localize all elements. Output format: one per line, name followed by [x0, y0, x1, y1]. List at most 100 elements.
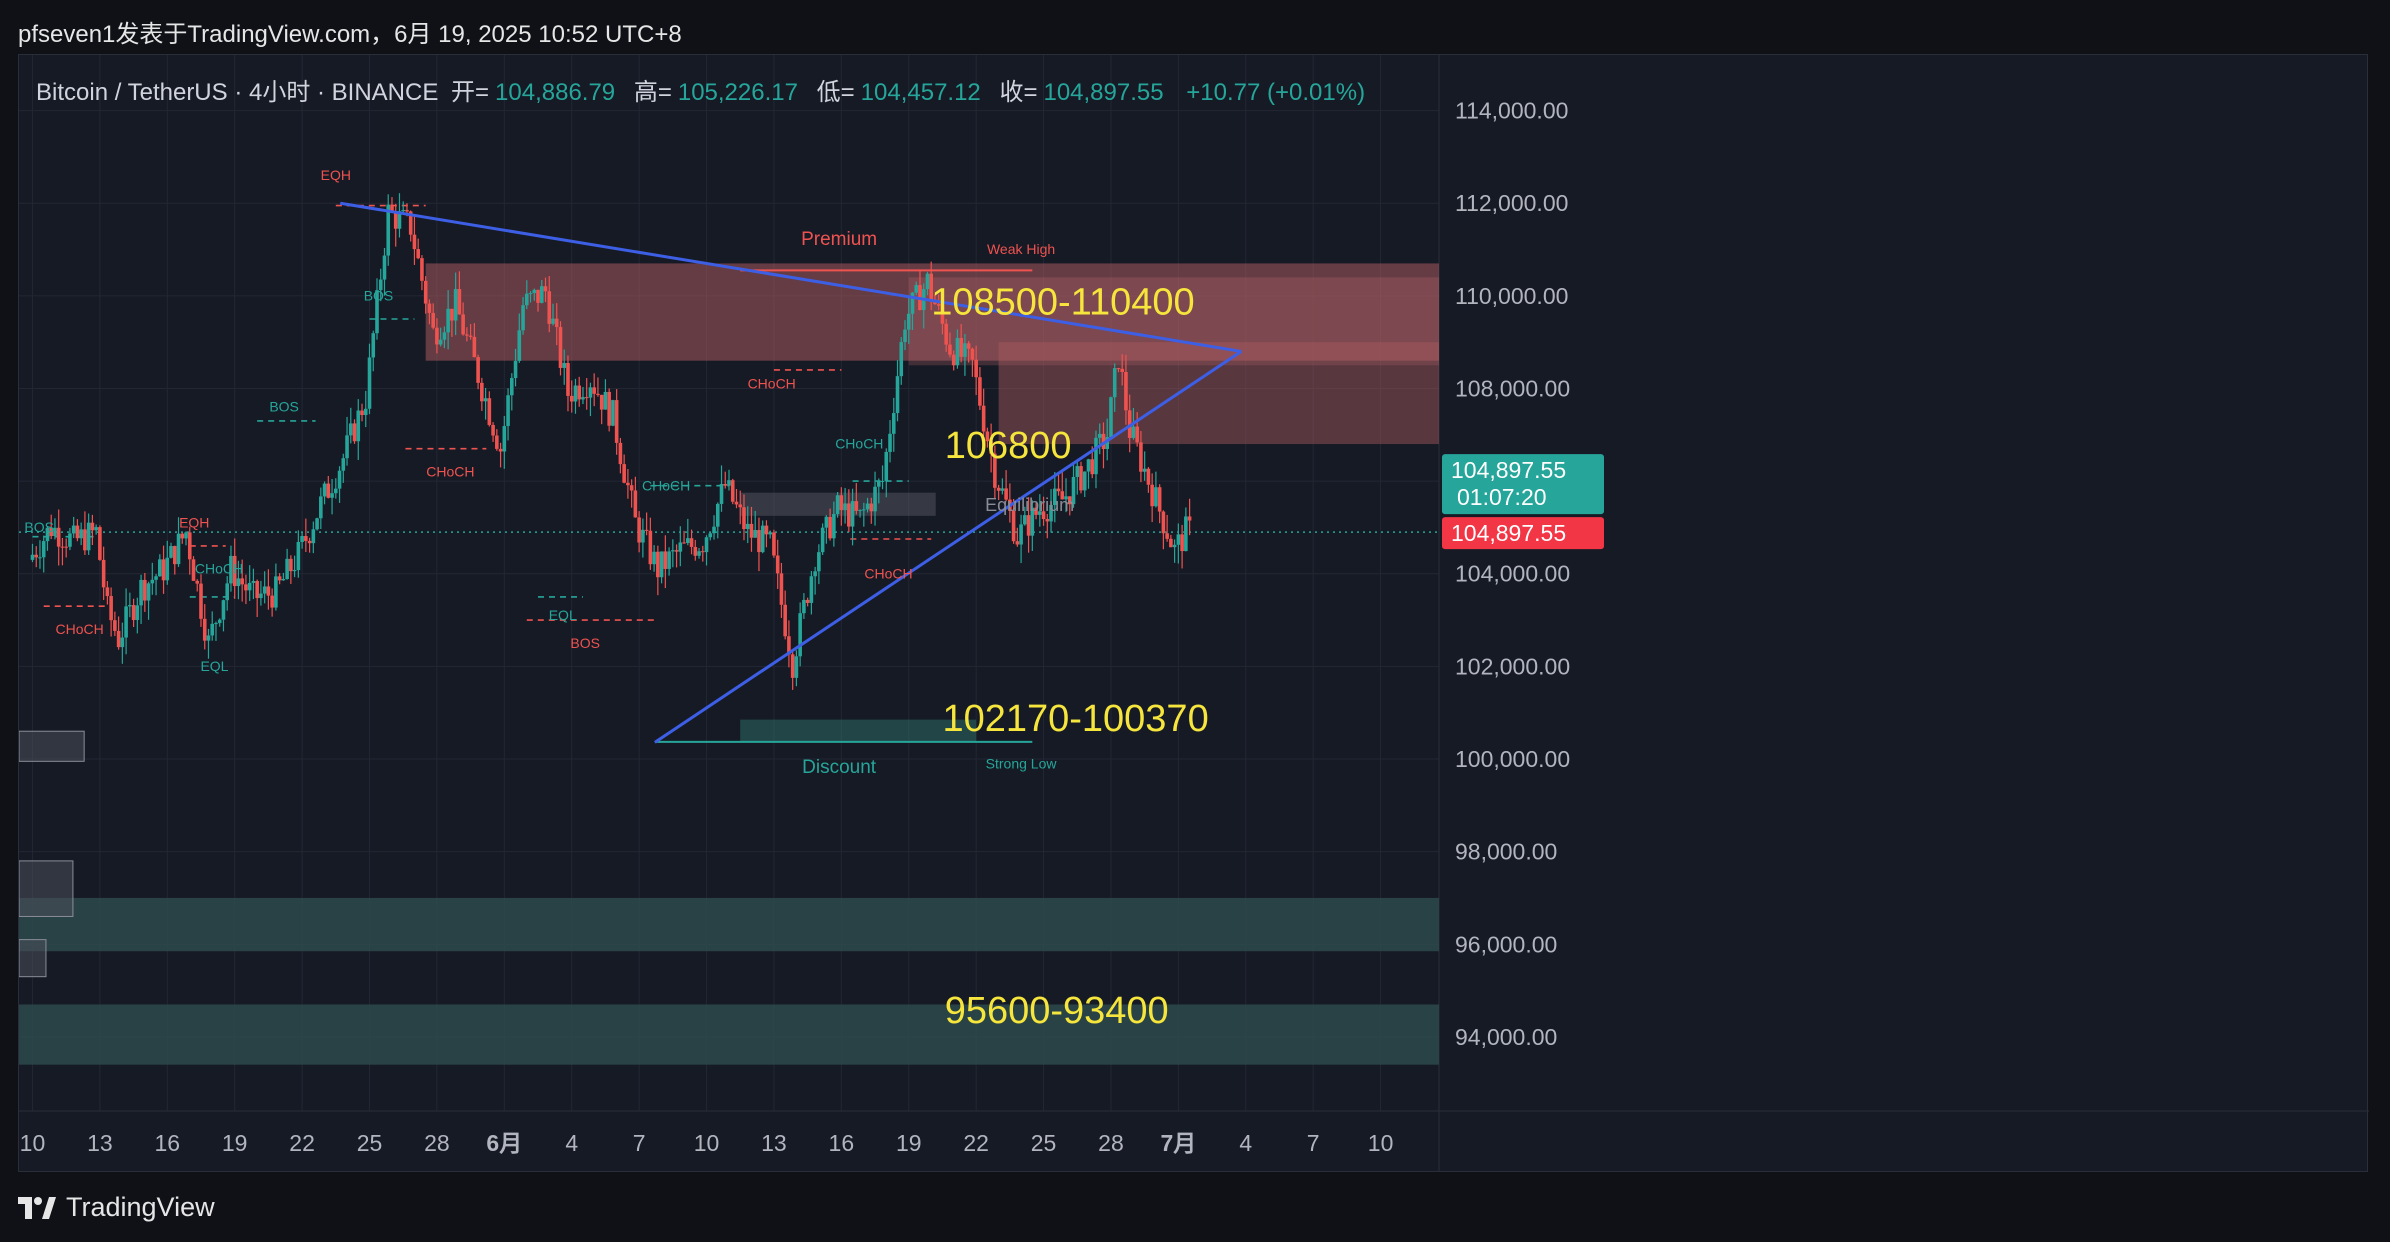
candle-body [652, 551, 656, 565]
candle-body [191, 559, 196, 581]
candle-body [581, 397, 585, 400]
candle-body [813, 571, 817, 577]
candle-body [1026, 515, 1031, 536]
candle-body [397, 211, 402, 229]
price-zone-annotation: 106800 [945, 425, 1072, 467]
candle-body [1176, 534, 1181, 545]
candle-body [90, 522, 95, 531]
candle-body [274, 576, 278, 608]
candle-body [588, 387, 593, 398]
candle-body [790, 654, 795, 678]
chart-area[interactable]: EQH Premium Weak High BOS BOS CHoCH CHoCH CHoCH… [18, 54, 2369, 1173]
candle-body [1038, 511, 1042, 515]
candle-body [667, 551, 671, 569]
candle-body [772, 532, 776, 556]
candle-body [184, 532, 188, 539]
candle-body [832, 514, 836, 539]
candle-body [648, 530, 653, 565]
candle-body [165, 557, 170, 581]
candle-body [292, 570, 297, 572]
smc-label: CHoCH [835, 436, 883, 452]
candle-body [1090, 459, 1095, 475]
smc-label: CHoCH [642, 477, 690, 493]
candle-body [139, 579, 143, 606]
candle-body [1146, 468, 1151, 485]
candle-body [611, 400, 615, 426]
y-tick-label: 110,000.00 [1455, 283, 1568, 309]
triangle-pattern[interactable] [340, 201, 1243, 744]
candle-body [408, 211, 413, 235]
candle-body [1011, 510, 1016, 542]
candle-body [326, 483, 331, 498]
smc-label: CHoCH [195, 561, 243, 577]
candle-body [98, 527, 102, 560]
candle-body [760, 525, 765, 553]
candle-body [1079, 466, 1083, 491]
candle-body [1150, 484, 1154, 507]
tradingview-logo[interactable]: TradingView [18, 1192, 215, 1223]
high-label: 高= [633, 79, 672, 106]
structure-lines-layer [19, 204, 1439, 743]
open-label: 开= [451, 79, 490, 106]
candle-body [858, 509, 862, 511]
candle-body [337, 470, 342, 489]
x-tick-label: 25 [357, 1130, 383, 1156]
price-axis[interactable]: 94,000.00 96,000.00 98,000.00 100,000.00 102… [1442, 98, 1604, 1050]
candle-body [307, 540, 312, 544]
candle-body [304, 536, 308, 541]
candle-body [862, 509, 866, 511]
candle-body [60, 546, 65, 548]
candle-body [963, 343, 967, 357]
candle-body [513, 360, 518, 379]
candle-body [951, 354, 956, 366]
symbol-name[interactable]: Bitcoin / TetherUS · 4小时 · BINANCE [36, 79, 439, 106]
candle-body [715, 503, 720, 527]
candle-body [334, 488, 338, 494]
x-tick-label: 6月 [486, 1130, 522, 1156]
candle-body [903, 329, 907, 343]
candle-body [210, 623, 215, 636]
candle-body [229, 555, 233, 584]
candle-body [757, 530, 761, 553]
candle-body [1184, 516, 1188, 552]
candle-body [1169, 538, 1173, 548]
candle-body [543, 286, 548, 292]
publish-info: pfseven1发表于TradingView.com，6月 19, 2025 1… [18, 21, 682, 48]
chart-canvas[interactable]: EQH Premium Weak High BOS BOS CHoCH CHoCH CHoCH… [19, 55, 2369, 1173]
candle-body [1034, 507, 1038, 515]
candle-body [375, 290, 379, 334]
candle-body [809, 576, 814, 603]
candle-body [693, 546, 698, 556]
candle-body [416, 249, 420, 259]
candle-body [966, 343, 971, 349]
tradingview-logo-icon [18, 1196, 56, 1219]
candle-body [378, 279, 383, 291]
smc-label: Weak High [987, 241, 1055, 257]
candle-body [281, 579, 286, 581]
candle-body [723, 483, 728, 486]
candle-body [356, 410, 361, 442]
symbol-legend[interactable]: Bitcoin / TetherUS · 4小时 · BINANCE 开= 104… [36, 72, 1371, 107]
candle-body [899, 342, 904, 377]
candle-body [423, 280, 428, 304]
candle-body [783, 604, 787, 637]
y-tick-label: 112,000.00 [1455, 190, 1568, 216]
candle-body [296, 541, 301, 571]
candle-body [251, 581, 256, 583]
candle-body [1187, 516, 1192, 521]
candle-body [955, 338, 960, 366]
countdown-badge [1442, 454, 1604, 515]
candle-body [1135, 426, 1139, 443]
candle-body [974, 359, 978, 378]
candle-body [510, 378, 514, 396]
time-axis[interactable]: 10 13 16 19 22 25 28 6月 4 7 10 13 16 19 22 25 28 7月 4 7 10 [20, 1130, 1394, 1156]
candle-body [573, 385, 578, 402]
candle-body [1071, 476, 1076, 505]
smc-label: Strong Low [986, 755, 1058, 771]
candle-body [539, 286, 544, 303]
candle-body [461, 314, 465, 335]
candle-body [401, 209, 406, 212]
candle-body [1142, 468, 1147, 472]
smc-label: EQL [549, 607, 577, 623]
candle-body [993, 453, 997, 488]
